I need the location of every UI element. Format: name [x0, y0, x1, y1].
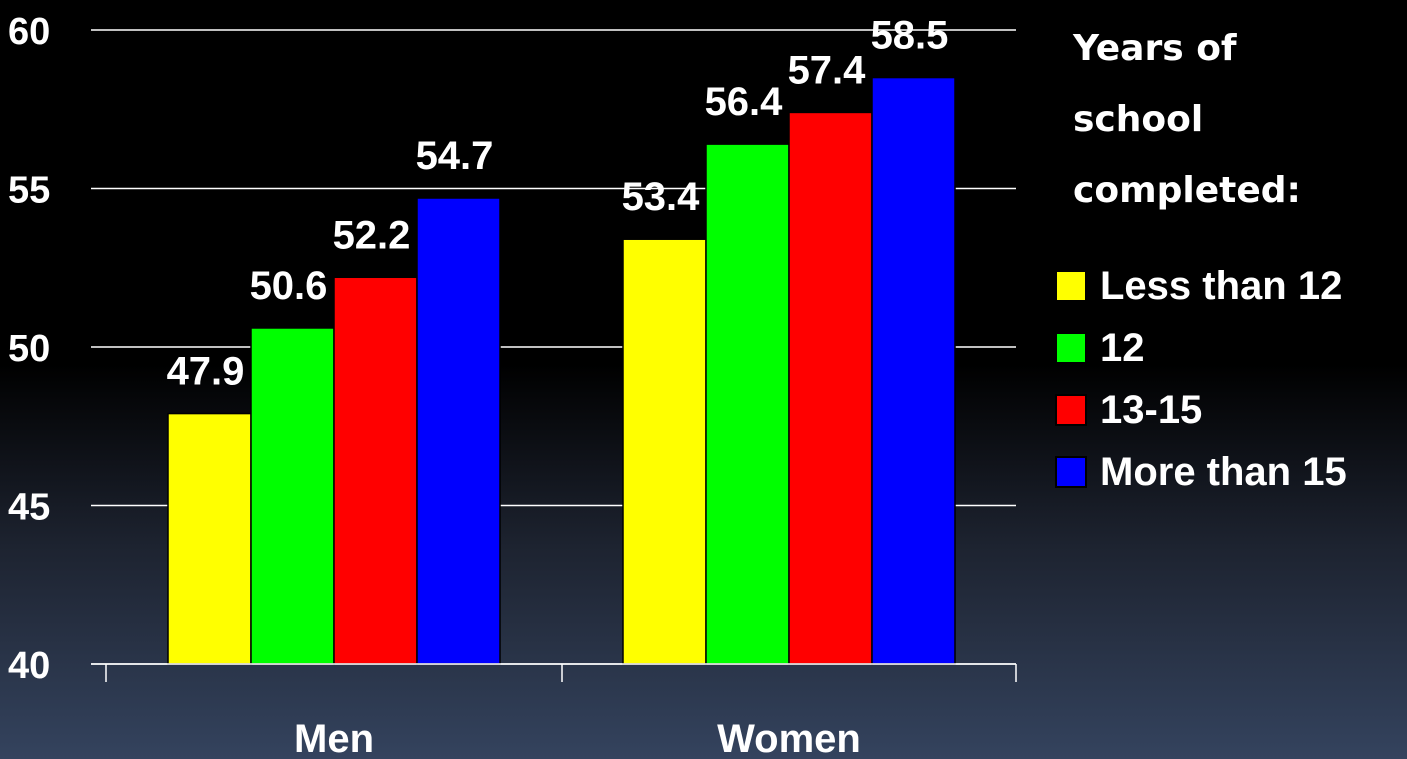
legend-swatch	[1055, 270, 1087, 302]
data-label: 56.4	[705, 80, 784, 124]
data-label: 54.7	[416, 134, 494, 178]
data-label: 53.4	[622, 175, 701, 219]
data-label: 47.9	[167, 350, 245, 394]
legend-label: 12	[1100, 325, 1145, 370]
data-labels: 47.9 53.4 50.6 56.4 52.2 57.4 54.7 58.5	[167, 14, 949, 394]
x-axis	[91, 663, 1017, 682]
x-category-label: Men	[294, 717, 374, 759]
bar	[871, 76, 956, 665]
bar	[250, 327, 335, 665]
data-label: 50.6	[250, 264, 328, 308]
x-axis-category-labels: Men Women	[294, 717, 861, 759]
legend-label: More than 15	[1100, 449, 1347, 494]
legend-item: Less than 12	[1055, 255, 1347, 317]
legend-label: 13-15	[1100, 387, 1203, 432]
legend-item: 12	[1055, 317, 1347, 379]
data-label: 57.4	[788, 48, 867, 92]
y-tick-label: 55	[8, 170, 50, 212]
bar	[622, 238, 707, 665]
bar	[788, 111, 873, 665]
legend-label: Less than 12	[1100, 263, 1343, 308]
legend-swatch	[1055, 394, 1087, 426]
legend: Less than 12 12 13-15 More than 15	[1055, 255, 1347, 503]
legend-item: More than 15	[1055, 441, 1347, 503]
y-tick-label: 60	[8, 11, 50, 53]
bar	[167, 412, 252, 665]
y-tick-label: 45	[8, 487, 50, 529]
legend-swatch	[1055, 456, 1087, 488]
data-label: 52.2	[333, 213, 411, 257]
legend-title: Years of school completed:	[1073, 28, 1301, 211]
y-tick-label: 50	[8, 328, 50, 370]
bar	[333, 276, 418, 665]
legend-item: 13-15	[1055, 379, 1347, 441]
y-axis-tick-labels: 40 45 50 55 60	[8, 11, 50, 687]
bar	[705, 143, 790, 665]
y-tick-label: 40	[8, 645, 50, 687]
data-label: 58.5	[871, 14, 949, 58]
x-category-label: Women	[717, 717, 861, 759]
bars	[167, 76, 956, 665]
legend-swatch	[1055, 332, 1087, 364]
bar	[416, 197, 501, 665]
